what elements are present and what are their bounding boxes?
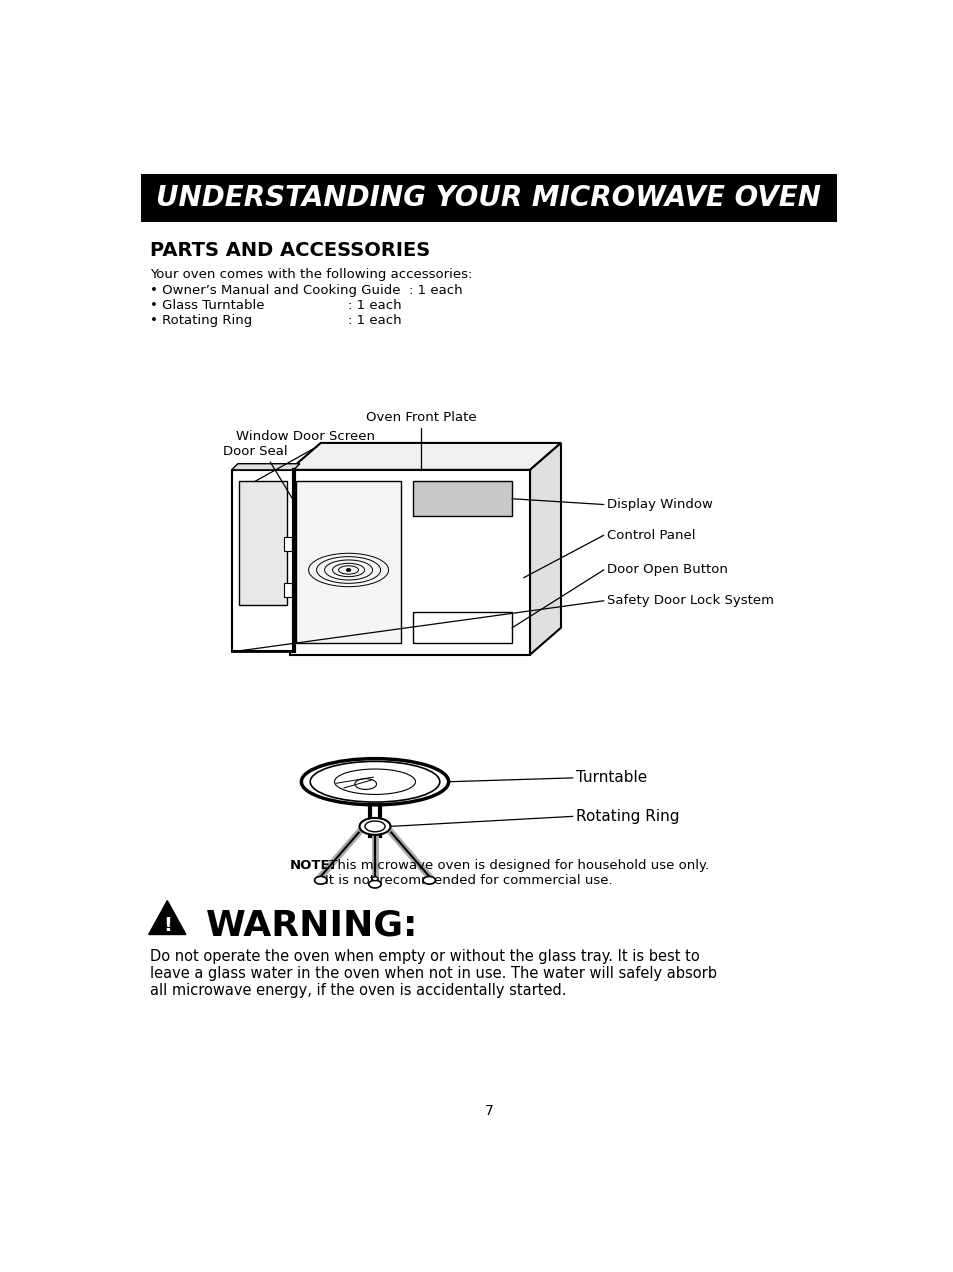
Bar: [413, 612, 512, 644]
Text: • Rotating Ring: • Rotating Ring: [150, 314, 253, 327]
Text: Door Open Button: Door Open Button: [607, 563, 727, 576]
Bar: [413, 481, 512, 516]
Polygon shape: [149, 901, 186, 935]
Text: It is not recommended for commercial use.: It is not recommended for commercial use…: [324, 874, 612, 887]
Text: Window Door Screen: Window Door Screen: [235, 430, 375, 443]
Text: Control Panel: Control Panel: [607, 529, 696, 542]
Text: Turntable: Turntable: [576, 771, 647, 785]
Bar: [141, 174, 836, 221]
Bar: [239, 481, 287, 604]
Polygon shape: [290, 469, 530, 655]
Ellipse shape: [310, 762, 439, 803]
Polygon shape: [232, 464, 299, 469]
Bar: [284, 583, 292, 597]
Text: WARNING:: WARNING:: [206, 908, 418, 943]
Text: Do not operate the oven when empty or without the glass tray. It is best to: Do not operate the oven when empty or wi…: [150, 949, 700, 964]
Ellipse shape: [301, 758, 448, 805]
Text: This microwave oven is designed for household use only.: This microwave oven is designed for hous…: [324, 859, 708, 871]
Polygon shape: [232, 469, 294, 651]
Text: Rotating Ring: Rotating Ring: [576, 809, 679, 824]
Text: all microwave energy, if the oven is accidentally started.: all microwave energy, if the oven is acc…: [150, 983, 566, 997]
Text: Display Window: Display Window: [607, 499, 713, 511]
Text: • Glass Turntable: • Glass Turntable: [150, 299, 265, 312]
Ellipse shape: [359, 818, 390, 834]
Bar: [284, 537, 292, 551]
Ellipse shape: [346, 569, 351, 571]
Polygon shape: [530, 443, 560, 655]
Text: • Owner’s Manual and Cooking Guide  : 1 each: • Owner’s Manual and Cooking Guide : 1 e…: [150, 284, 462, 296]
Ellipse shape: [369, 880, 381, 888]
Text: : 1 each: : 1 each: [348, 314, 401, 327]
Polygon shape: [290, 443, 560, 469]
Polygon shape: [295, 481, 401, 644]
Ellipse shape: [355, 778, 376, 790]
Ellipse shape: [372, 876, 377, 880]
Text: PARTS AND ACCESSORIES: PARTS AND ACCESSORIES: [150, 242, 430, 261]
Text: Safety Door Lock System: Safety Door Lock System: [607, 594, 774, 607]
Text: !: !: [163, 916, 172, 935]
Ellipse shape: [365, 820, 385, 832]
Text: Oven Front Plate: Oven Front Plate: [366, 411, 476, 424]
Text: 7: 7: [484, 1104, 493, 1118]
Text: Door Seal: Door Seal: [222, 445, 287, 458]
Text: : 1 each: : 1 each: [348, 299, 401, 312]
Ellipse shape: [422, 876, 435, 884]
Text: leave a glass water in the oven when not in use. The water will safely absorb: leave a glass water in the oven when not…: [150, 965, 717, 981]
Text: Your oven comes with the following accessories:: Your oven comes with the following acces…: [150, 268, 472, 281]
Text: UNDERSTANDING YOUR MICROWAVE OVEN: UNDERSTANDING YOUR MICROWAVE OVEN: [156, 184, 821, 212]
Text: NOTE:: NOTE:: [290, 859, 335, 871]
Ellipse shape: [314, 876, 327, 884]
